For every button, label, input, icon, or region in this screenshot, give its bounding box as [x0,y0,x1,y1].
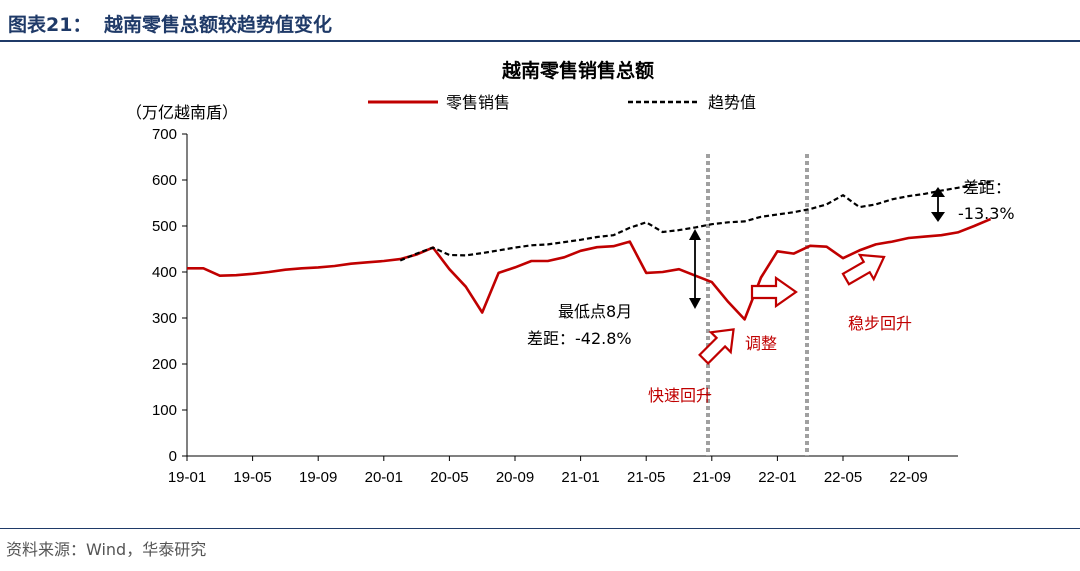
y-tick-label: 500 [152,218,177,235]
x-tick-label: 20-09 [496,469,534,486]
x-tick-label: 19-01 [168,469,206,486]
y-axis-unit: （万亿越南盾） [126,103,238,122]
arrow-steady-recovery-icon [841,253,886,286]
series-line-retail [187,217,992,321]
annotation-latest-line2: -13.3% [958,204,1015,223]
series-line-trend [399,181,991,262]
y-tick-label: 100 [152,402,177,419]
y-tick-label: 400 [152,264,177,281]
annotation-steady-recovery: 稳步回升 [848,314,912,333]
legend-label-trend: 趋势值 [708,93,756,112]
x-tick-label: 22-09 [889,469,927,486]
legend-label-retail: 零售销售 [446,93,510,112]
figure-title: 越南零售总额较趋势值变化 [104,14,333,36]
arrow-rapid-recovery-icon [698,328,735,365]
x-tick-label: 19-05 [233,469,271,486]
annotation-rapid-recovery: 快速回升 [648,386,712,405]
annotation-lowest-line2: 差距：-42.8% [527,329,632,348]
gap-arrow-lowest [689,229,701,309]
y-tick-label: 600 [152,172,177,189]
gap-arrow-latest [931,187,945,222]
retail-sales-chart: 越南零售销售总额 零售销售 趋势值 （万亿越南盾） 0 100 200 300 400 5… [126,59,1015,486]
x-tick-label: 19-09 [299,469,337,486]
x-tick-label: 22-05 [824,469,862,486]
annotation-latest-line1: 差距： [963,178,1011,197]
figure-header: 图表21： 越南零售总额较趋势值变化 [0,0,1080,42]
y-tick-label: 700 [152,126,177,143]
x-tick-label: 20-01 [365,469,403,486]
arrow-adjustment-icon [750,275,798,309]
y-tick-label: 0 [169,448,177,465]
y-tick-label: 200 [152,356,177,373]
figure-label: 图表21： [8,14,92,36]
annotation-adjustment: 调整 [745,334,777,353]
chart-title: 越南零售销售总额 [501,59,654,82]
figure-footer-rule [0,528,1080,529]
x-tick-label: 20-05 [430,469,468,486]
source-note: 资料来源：Wind，华泰研究 [6,540,207,559]
x-tick-label: 21-05 [627,469,665,486]
x-tick-label: 21-01 [561,469,599,486]
y-tick-label: 300 [152,310,177,327]
annotation-lowest-line1: 最低点8月 [558,302,632,321]
x-tick-label: 22-01 [758,469,796,486]
x-tick-label: 21-09 [693,469,731,486]
